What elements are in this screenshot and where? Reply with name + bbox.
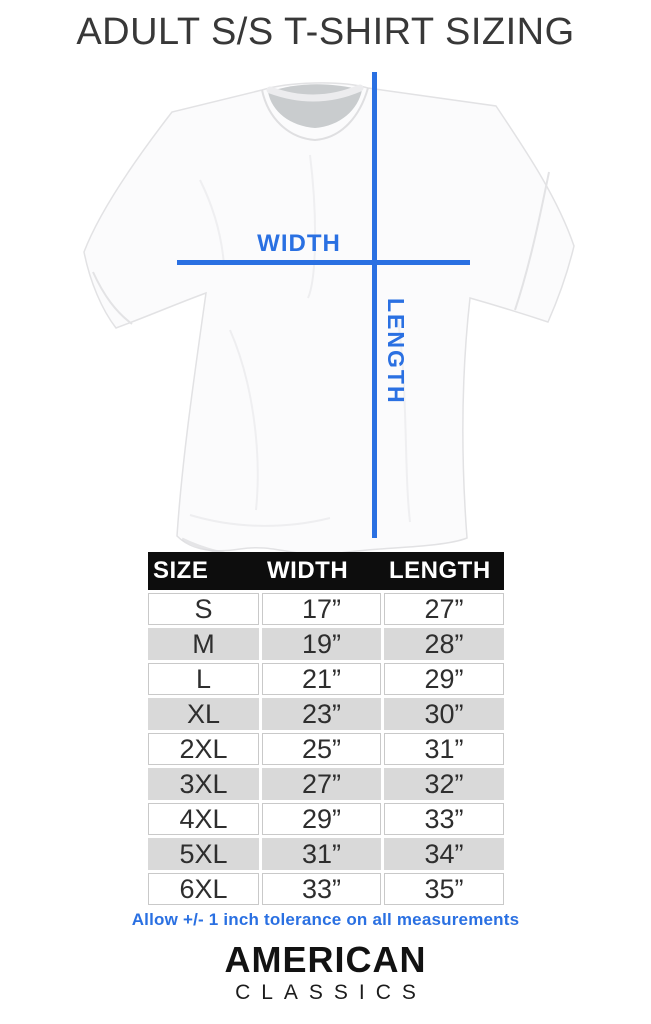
width-cell: 21” [262, 663, 381, 695]
width-label: WIDTH [257, 230, 341, 257]
width-cell: 31” [262, 838, 381, 870]
width-measure-line [177, 260, 470, 265]
length-cell: 28” [384, 628, 504, 660]
length-cell: 34” [384, 838, 504, 870]
column-header-width: WIDTH [267, 557, 349, 584]
collar-rib-edge [261, 87, 369, 142]
size-cell: 3XL [148, 768, 259, 800]
tshirt-measure-diagram: WIDTH LENGTH [0, 60, 651, 560]
tolerance-note: Allow +/- 1 inch tolerance on all measur… [131, 910, 520, 929]
length-cell: 29” [384, 663, 504, 695]
table-row-4xl: 4XL 29” 33” [148, 803, 504, 835]
size-cell: 6XL [148, 873, 259, 905]
wrinkle-shading [189, 154, 411, 527]
tshirt-illustration [83, 82, 575, 560]
table-row-l: L 21” 29” [148, 663, 504, 695]
right-cuff-seam [514, 171, 550, 311]
size-cell: 4XL [148, 803, 259, 835]
collar-back-band [266, 84, 364, 102]
size-table-body: S 17” 27” M 19” 28” L 21” 29” XL 23” 30” 2XL 25” 31” 3X… [148, 593, 504, 905]
width-cell: 17” [262, 593, 381, 625]
length-cell: 31” [384, 733, 504, 765]
length-cell: 32” [384, 768, 504, 800]
width-cell: 27” [262, 768, 381, 800]
size-table: SIZE WIDTH LENGTH S 17” 27” M 19” 28” L 21” 29” XL 2… [148, 552, 504, 905]
size-cell: M [148, 628, 259, 660]
length-cell: 33” [384, 803, 504, 835]
size-cell: 5XL [148, 838, 259, 870]
page-title: ADULT S/S T-SHIRT SIZING [76, 11, 575, 53]
width-cell: 23” [262, 698, 381, 730]
length-cell: 35” [384, 873, 504, 905]
size-cell: L [148, 663, 259, 695]
brand-subname: CLASSICS [235, 981, 427, 1004]
width-cell: 19” [262, 628, 381, 660]
length-cell: 27” [384, 593, 504, 625]
table-row-m: M 19” 28” [148, 628, 504, 660]
table-row-xl: XL 23” 30” [148, 698, 504, 730]
table-row-5xl: 5XL 31” 34” [148, 838, 504, 870]
width-cell: 25” [262, 733, 381, 765]
brand-name: AMERICAN [224, 939, 427, 980]
size-cell: 2XL [148, 733, 259, 765]
column-header-length: LENGTH [389, 557, 491, 584]
length-measure-line [372, 72, 377, 538]
brand-logo: AMERICAN CLASSICS [0, 939, 651, 1004]
table-row-2xl: 2XL 25” 31” [148, 733, 504, 765]
shirt-body-shape [83, 82, 575, 556]
length-cell: 30” [384, 698, 504, 730]
table-row-6xl: 6XL 33” 35” [148, 873, 504, 905]
table-row-3xl: 3XL 27” 32” [148, 768, 504, 800]
column-header-size: SIZE [153, 557, 209, 584]
size-cell: XL [148, 698, 259, 730]
length-label: LENGTH [383, 298, 409, 405]
width-cell: 29” [262, 803, 381, 835]
left-cuff-seam [92, 271, 133, 325]
size-table-header: SIZE WIDTH LENGTH [148, 552, 504, 590]
table-row-s: S 17” 27” [148, 593, 504, 625]
width-cell: 33” [262, 873, 381, 905]
size-cell: S [148, 593, 259, 625]
